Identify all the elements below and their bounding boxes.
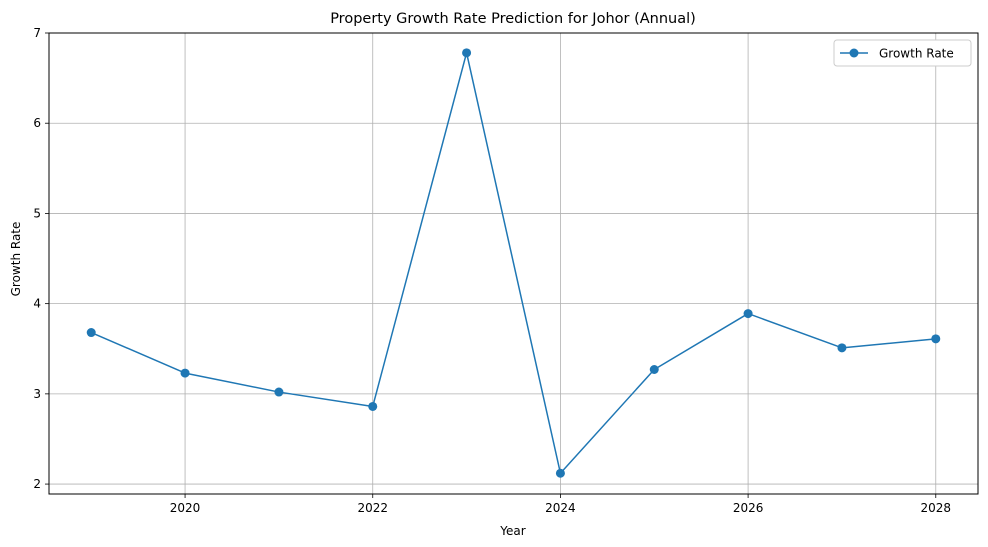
data-point [555,468,565,478]
data-point [86,328,96,338]
x-tick-label: 2028 [920,501,951,515]
plot-frame [48,32,979,495]
y-tick-label: 3 [33,387,41,401]
legend: Growth Rate [833,39,972,67]
data-point [743,309,753,319]
axis-ticks: 2020 2022 2024 2026 2028 2 3 4 5 6 7 [33,26,951,515]
data-point [274,387,284,397]
series-layer [86,48,941,478]
series-line [90,52,936,474]
y-tick-label: 2 [33,477,41,491]
legend-label: Growth Rate [879,47,954,61]
y-tick-label: 6 [33,116,41,130]
data-point [462,48,472,58]
data-point [180,368,190,378]
data-point [837,343,847,353]
y-tick-label: 7 [33,26,41,40]
y-axis-label: Growth Rate [9,222,23,297]
legend-box [833,39,972,67]
legend-marker [849,48,859,58]
x-axis-label: Year [499,524,525,538]
x-tick-label: 2026 [733,501,764,515]
y-tick-label: 4 [33,297,41,311]
chart-title: Property Growth Rate Prediction for Joho… [330,11,696,27]
x-tick-label: 2024 [545,501,576,515]
data-point [649,365,659,375]
data-point [931,334,941,344]
y-tick-label: 5 [33,206,41,220]
x-tick-label: 2020 [170,501,201,515]
data-point [368,401,378,411]
x-tick-label: 2022 [357,501,388,515]
